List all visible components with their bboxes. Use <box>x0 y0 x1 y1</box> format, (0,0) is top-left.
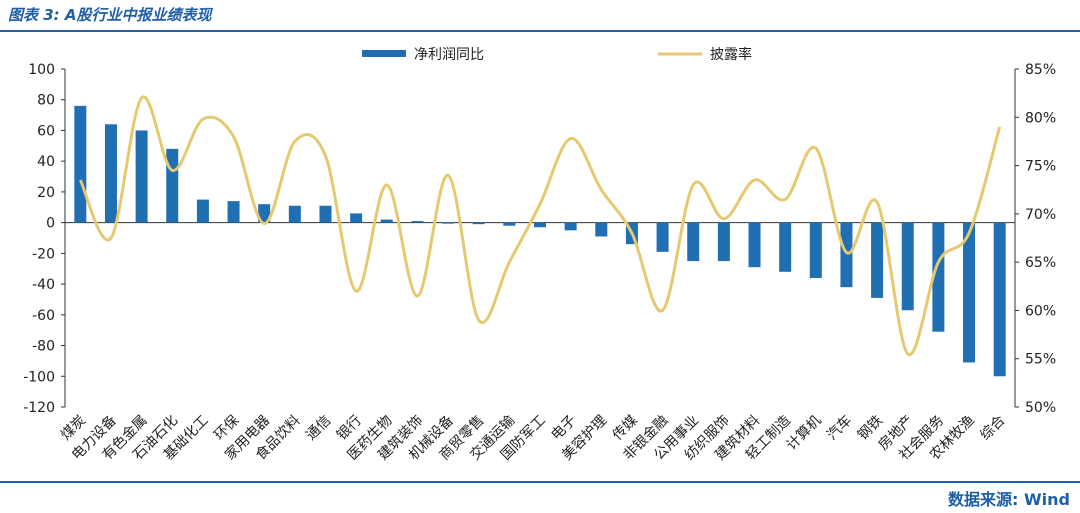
left-tick-label: -120 <box>23 400 55 416</box>
bar-商贸零售 <box>472 222 485 225</box>
right-tick-label: 55% <box>1025 352 1056 368</box>
top-divider <box>0 30 1080 32</box>
right-tick-label: 50% <box>1025 400 1056 416</box>
line-披露率 <box>78 95 1002 356</box>
bar-农林牧渔 <box>963 222 976 363</box>
legend-label-line: 披露率 <box>710 46 752 63</box>
bar-汽车 <box>840 222 853 288</box>
x-tick-label: 汽车 <box>823 412 855 444</box>
bar-建筑材料 <box>748 222 761 268</box>
left-tick-label: -20 <box>32 246 55 262</box>
right-tick-label: 60% <box>1025 303 1056 319</box>
bar-交通运输 <box>503 222 516 226</box>
legend-swatch-bar <box>362 50 406 57</box>
left-tick-label: 40 <box>37 154 55 170</box>
left-tick-label: 20 <box>37 185 55 201</box>
bar-房地产 <box>901 222 914 311</box>
legend-label-bar: 净利润同比 <box>414 47 484 63</box>
bar-美容护理 <box>595 222 608 237</box>
bar-公用事业 <box>687 222 700 262</box>
bar-电子 <box>564 222 577 231</box>
bar-计算机 <box>809 222 822 278</box>
bar-石油石化 <box>166 148 179 223</box>
right-tick-label: 80% <box>1025 110 1056 126</box>
bar-通信 <box>319 205 332 223</box>
left-tick-label: 0 <box>46 216 55 232</box>
right-tick-label: 70% <box>1025 207 1056 223</box>
left-tick-label: -80 <box>32 339 55 355</box>
bar-社会服务 <box>932 222 945 332</box>
bar-电力设备 <box>104 124 117 223</box>
bar-轻工制造 <box>779 222 792 272</box>
x-tick-label: 综合 <box>977 413 1008 444</box>
bar-环保 <box>227 201 240 223</box>
bar-有色金属 <box>135 130 148 223</box>
bar-纺织服饰 <box>717 222 730 262</box>
left-tick-label: -100 <box>23 369 55 385</box>
bar-综合 <box>993 222 1006 377</box>
left-tick-label: -40 <box>32 277 55 293</box>
right-tick-label: 65% <box>1025 255 1056 271</box>
bar-机械设备 <box>442 222 455 224</box>
bar-非银金融 <box>656 222 669 252</box>
left-tick-label: 80 <box>37 93 55 109</box>
source-note: 数据来源: Wind <box>948 490 1070 509</box>
right-tick-label: 75% <box>1025 159 1056 175</box>
bar-煤炭 <box>74 105 87 223</box>
x-tick-label: 通信 <box>303 413 334 444</box>
bottom-divider <box>0 481 1080 483</box>
right-tick-label: 85% <box>1025 62 1056 78</box>
bar-家用电器 <box>258 204 271 223</box>
x-tick-label: 计算机 <box>784 413 825 454</box>
left-tick-label: 60 <box>37 123 55 139</box>
figure-title: 图表 3: A股行业中报业绩表现 <box>8 6 212 24</box>
bar-医药生物 <box>380 219 393 223</box>
left-tick-label: -60 <box>32 308 55 324</box>
left-tick-label: 100 <box>28 62 55 78</box>
bar-基础化工 <box>196 199 209 223</box>
bar-建筑装饰 <box>411 221 424 223</box>
bar-银行 <box>350 213 363 223</box>
bar-食品饮料 <box>288 205 301 223</box>
bar-国防军工 <box>534 222 546 228</box>
bar-钢铁 <box>871 222 884 298</box>
